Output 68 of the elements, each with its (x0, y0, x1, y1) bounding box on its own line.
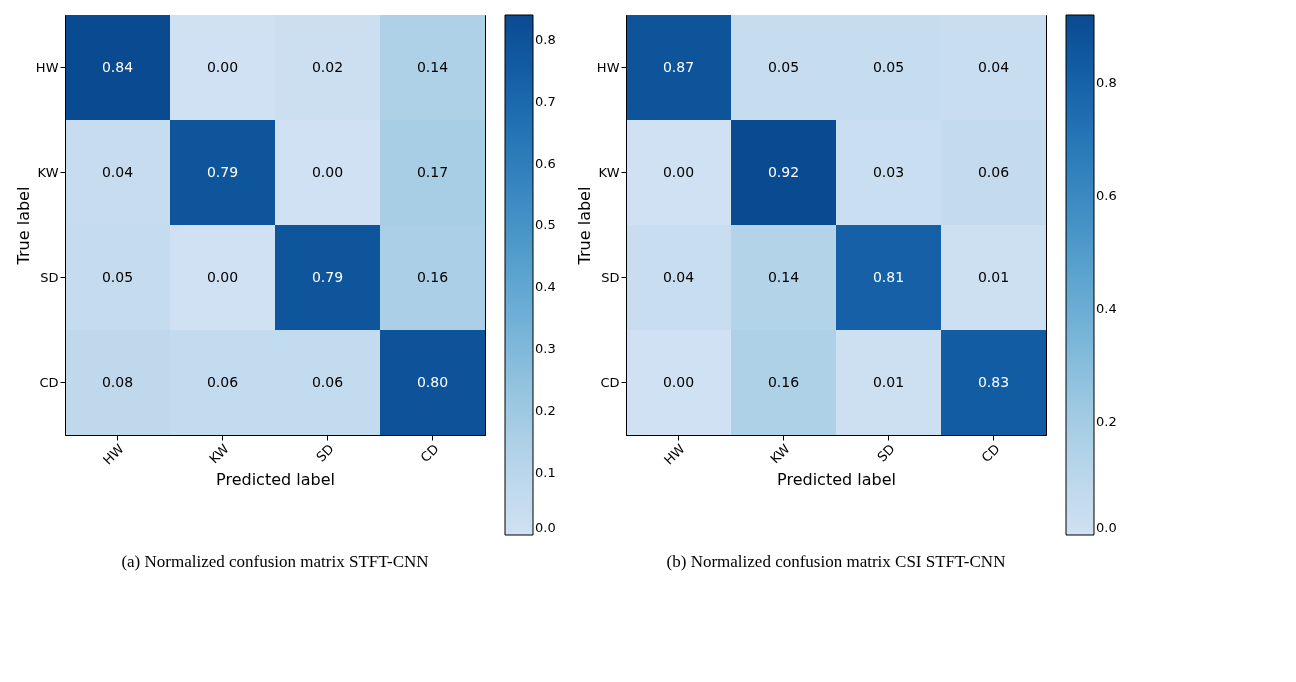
data-label: 0.84 (101, 58, 134, 75)
color-bar-label: 0.7 (535, 93, 556, 109)
x-axis-title: Predicted label (216, 469, 335, 489)
data-label: 0.08 (101, 373, 134, 390)
data-label: 0.03 (872, 163, 905, 180)
color-bar-label: 0.6 (535, 155, 556, 171)
data-label: 0.81 (872, 268, 905, 285)
x-tick-label: HW (661, 440, 688, 468)
data-label: 0.06 (977, 163, 1010, 180)
color-bar-label: 0.3 (535, 341, 556, 357)
data-label: 0.05 (101, 268, 134, 285)
data-label: 0.02 (311, 58, 344, 75)
color-bar-label: 0.8 (1096, 74, 1117, 90)
color-bar-label: 0.0 (1096, 520, 1117, 535)
data-label: 0.00 (206, 268, 239, 285)
x-tick-label: HW (100, 440, 127, 468)
data-label: 0.00 (206, 58, 239, 75)
data-label: 0.01 (977, 268, 1010, 285)
y-tick-label: SD (601, 269, 620, 285)
y-tick-label: HW (35, 59, 59, 75)
data-label: 0.04 (101, 163, 134, 180)
color-bar-label: 0.4 (1096, 300, 1117, 316)
y-axis-title: True label (13, 186, 33, 266)
data-label: 0.79 (311, 268, 344, 285)
y-tick-label: KW (37, 164, 59, 180)
color-bar-label: 0.4 (535, 279, 556, 295)
data-label: 0.05 (767, 58, 800, 75)
data-label: 0.04 (977, 58, 1010, 75)
y-tick-label: CD (39, 374, 59, 390)
color-bar-label: 0.2 (1096, 413, 1117, 429)
x-tick-label: KW (767, 440, 793, 467)
data-label: 0.87 (662, 58, 695, 75)
data-label: 0.06 (311, 373, 344, 390)
data-label: 0.17 (416, 163, 449, 180)
text: (b) Normalized confusion matrix CSI STFT-CNN (666, 552, 1006, 571)
data-label: 0.83 (977, 373, 1010, 390)
data-label: 0.79 (206, 163, 239, 180)
data-label: 0.06 (206, 373, 239, 390)
y-axis-title: True label (574, 186, 594, 266)
color-bar-label: 0.6 (1096, 187, 1117, 203)
data-label: 0.00 (311, 163, 344, 180)
x-axis-title: Predicted label (777, 469, 896, 489)
data-label: 0.04 (662, 268, 695, 285)
text: (a) Normalized confusion matrix STFT-CNN (121, 552, 429, 571)
x-tick-label: SD (874, 441, 898, 465)
data-label: 0.00 (662, 373, 695, 390)
data-label: 0.80 (416, 373, 449, 390)
y-tick-label: CD (600, 374, 620, 390)
data-label: 0.16 (767, 373, 800, 390)
color-bar-label: 0.8 (535, 31, 556, 47)
x-tick-label: CD (978, 441, 1003, 466)
data-label: 0.14 (416, 58, 449, 75)
color-bar-label: 0.0 (535, 520, 556, 535)
data-label: 0.14 (767, 268, 800, 285)
data-label: 0.16 (416, 268, 449, 285)
data-label: 0.05 (872, 58, 905, 75)
x-tick-label: KW (206, 440, 232, 467)
data-label: 0.00 (662, 163, 695, 180)
y-tick-label: HW (596, 59, 620, 75)
data-label: 0.92 (767, 163, 800, 180)
y-tick-label: KW (598, 164, 620, 180)
data-label: 0.01 (872, 373, 905, 390)
x-tick-label: CD (417, 441, 442, 466)
color-bar-label: 0.2 (535, 403, 556, 419)
y-tick-label: SD (40, 269, 59, 285)
color-bar-label: 0.5 (535, 217, 556, 233)
color-bar-label: 0.1 (535, 465, 556, 481)
x-tick-label: SD (313, 441, 337, 465)
